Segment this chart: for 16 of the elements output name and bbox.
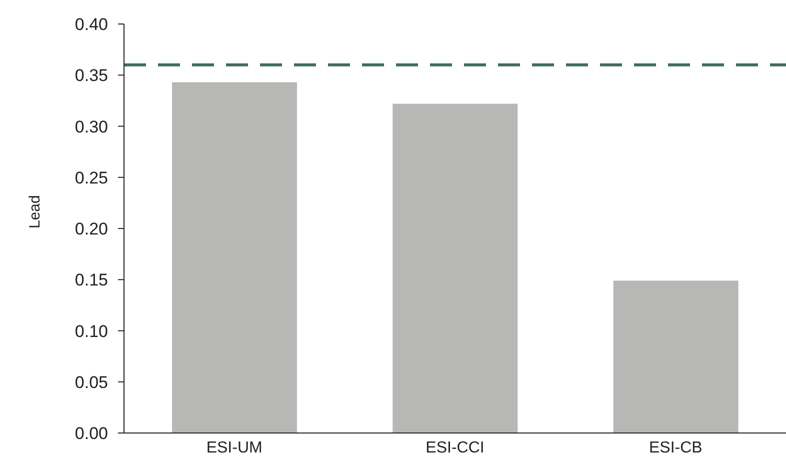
- y-tick-label: 0.25: [74, 168, 108, 188]
- x-tick-label: ESI-CCI: [426, 439, 484, 456]
- y-tick-label: 0.00: [74, 424, 108, 444]
- bar: [613, 280, 738, 433]
- y-tick-label: 0.15: [74, 270, 108, 290]
- x-tick-label: ESI-CB: [648, 439, 702, 456]
- x-tick-label: ESI-UM: [206, 439, 262, 456]
- y-tick-label: 0.10: [74, 322, 108, 341]
- bar: [392, 104, 518, 433]
- bar: [172, 82, 297, 433]
- y-axis-title: Lead: [26, 195, 44, 228]
- y-tick-label: 0.40: [74, 15, 108, 34]
- y-tick-label: 0.30: [74, 117, 108, 136]
- y-tick-label: 0.05: [74, 372, 108, 392]
- y-tick-label: 0.35: [74, 66, 108, 86]
- y-tick-label: 0.20: [74, 220, 108, 239]
